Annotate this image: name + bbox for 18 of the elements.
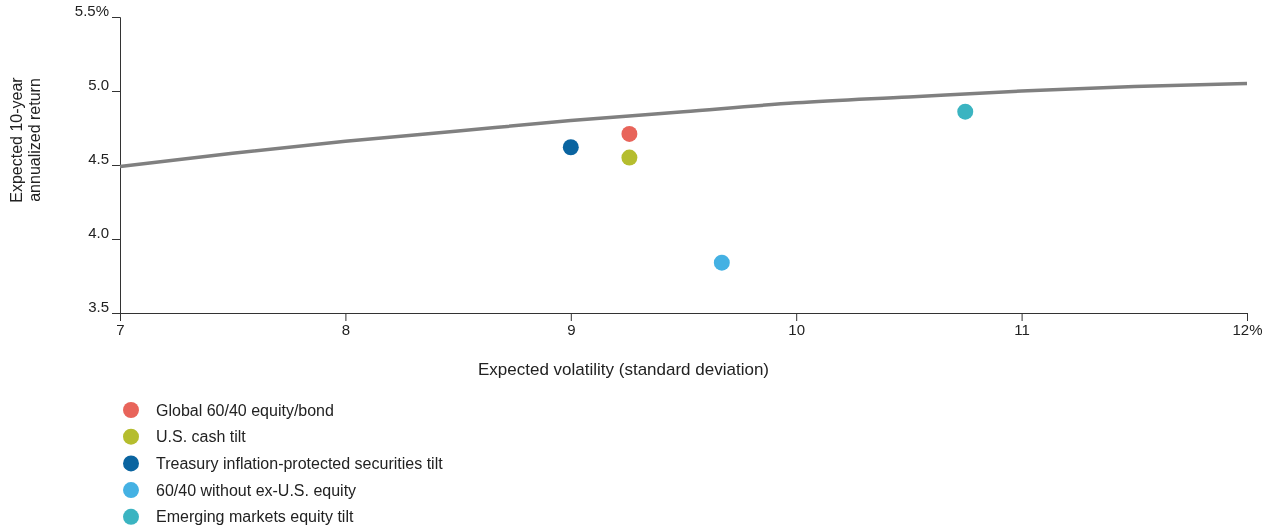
y-tick-label: 5.5%: [74, 2, 109, 19]
y-tick-label: 3.5: [88, 298, 109, 315]
x-tick-label: 7: [116, 320, 125, 338]
y-tick-label: 5.0: [88, 76, 109, 93]
x-axis-title: Expected volatility (standard deviation): [477, 360, 770, 379]
y-tick-label: 4.5: [88, 150, 109, 167]
legend-label: Treasury inflation-protected securities tilt: [156, 454, 444, 472]
y-axis-title: Expected 10-year annualized return: [8, 76, 43, 203]
legend-label: Global 60/40 equity/bond: [156, 401, 334, 419]
x-tick-label: 9: [567, 320, 576, 338]
legend-label: U.S. cash tilt: [156, 428, 247, 446]
x-tick-label: 11: [1014, 320, 1030, 338]
legend-label: Emerging markets equity tilt: [156, 508, 354, 526]
x-tick-label: 12%: [1232, 320, 1263, 338]
legend-label: 60/40 without ex-U.S. equity: [156, 481, 357, 499]
y-tick-label: 4.0: [88, 224, 109, 241]
x-tick-label: 8: [341, 320, 351, 338]
x-tick-label: 10: [788, 320, 806, 338]
